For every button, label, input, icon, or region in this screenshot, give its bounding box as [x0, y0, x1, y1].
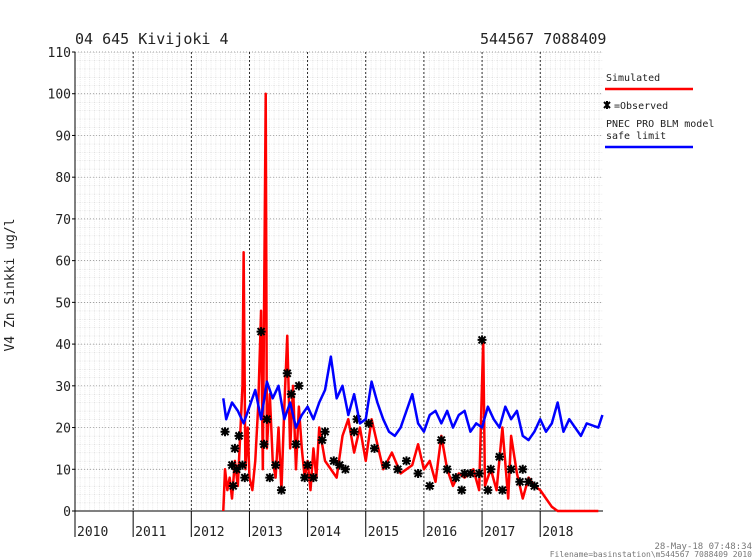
- observed-marker: [282, 368, 292, 378]
- observed-marker: [457, 485, 467, 495]
- observed-marker: [228, 481, 238, 491]
- observed-marker: [271, 460, 281, 470]
- observed-marker: [259, 439, 269, 449]
- observed-marker: [518, 464, 528, 474]
- legend-label: PNEC PRO BLM model safe limit: [606, 119, 715, 142]
- observed-marker: [529, 481, 539, 491]
- chart-subtitle: 544567 7088409: [480, 30, 606, 48]
- observed-marker: [232, 464, 242, 474]
- observed-marker: [515, 477, 525, 487]
- y-tick-label: 60: [55, 255, 71, 270]
- legend-marker: [603, 101, 611, 109]
- footer-file: Filename=basinstation\m544567 7088409 20…: [550, 550, 752, 559]
- observed-marker: [291, 439, 301, 449]
- observed-marker: [234, 431, 244, 441]
- observed-marker: [227, 460, 237, 470]
- x-tick-label: 2016: [426, 525, 457, 540]
- observed-marker: [294, 381, 304, 391]
- y-tick-label: 10: [55, 463, 71, 478]
- observed-marker: [364, 418, 374, 428]
- observed-marker: [486, 464, 496, 474]
- observed-marker: [369, 443, 379, 453]
- x-tick-label: 2011: [135, 525, 166, 540]
- minor-grid: [75, 52, 603, 511]
- y-tick-label: 50: [55, 296, 71, 311]
- observed-marker: [300, 473, 310, 483]
- observed-marker: [329, 456, 339, 466]
- observed-marker: [317, 435, 327, 445]
- y-tick-label: 90: [55, 129, 71, 144]
- legend-label: Simulated: [606, 73, 661, 84]
- observed-marker: [460, 468, 470, 478]
- observed-marker: [240, 473, 250, 483]
- y-tick-label: 80: [55, 171, 71, 186]
- observed-marker: [320, 427, 330, 437]
- observed-marker: [401, 456, 411, 466]
- observed-marker: [474, 468, 484, 478]
- x-tick-label: 2017: [484, 525, 515, 540]
- observed-marker: [262, 414, 272, 424]
- observed-marker: [381, 460, 391, 470]
- y-tick-label: 40: [55, 338, 71, 353]
- observed-marker: [497, 485, 507, 495]
- observed-marker: [442, 464, 452, 474]
- observed-marker: [340, 464, 350, 474]
- observed-marker: [477, 335, 487, 345]
- chart-title: 04 645 Kivijoki 4: [75, 30, 229, 48]
- observed-marker: [465, 468, 475, 478]
- observed-marker: [303, 460, 313, 470]
- x-tick-label: 2018: [542, 525, 573, 540]
- observed-marker: [393, 464, 403, 474]
- observed-marker: [276, 485, 286, 495]
- observed-marker: [413, 468, 423, 478]
- observed-marker: [425, 481, 435, 491]
- observed-marker: [308, 473, 318, 483]
- legend-label: =Observed: [614, 101, 669, 112]
- observed-marker: [352, 414, 362, 424]
- x-tick-label: 2010: [77, 525, 108, 540]
- observed-marker: [483, 485, 493, 495]
- y-tick-label: 30: [55, 380, 71, 395]
- observed-marker: [451, 473, 461, 483]
- x-tick-label: 2013: [251, 525, 282, 540]
- observed-marker: [220, 427, 230, 437]
- x-tick-label: 2014: [310, 525, 341, 540]
- y-tick-label: 70: [55, 213, 71, 228]
- y-tick-label: 0: [63, 505, 71, 520]
- y-axis-label: V4 Zn Sinkki ug/l: [3, 218, 18, 351]
- observed-marker: [286, 389, 296, 399]
- observed-marker: [494, 452, 504, 462]
- observed-marker: [335, 460, 345, 470]
- observed-marker: [256, 327, 266, 337]
- y-tick-label: 20: [55, 422, 71, 437]
- x-tick-label: 2015: [368, 525, 399, 540]
- x-tick-label: 2012: [193, 525, 224, 540]
- observed-marker: [237, 460, 247, 470]
- y-tick-label: 100: [48, 88, 71, 103]
- observed-marker: [524, 477, 534, 487]
- observed-marker: [506, 464, 516, 474]
- series-line: [222, 355, 604, 442]
- y-tick-label: 110: [48, 46, 71, 61]
- observed-marker: [230, 443, 240, 453]
- observed-marker: [349, 427, 359, 437]
- observed-marker: [436, 435, 446, 445]
- footer-date: 28-May-18 07:48:34: [654, 542, 752, 552]
- observed-marker: [265, 473, 275, 483]
